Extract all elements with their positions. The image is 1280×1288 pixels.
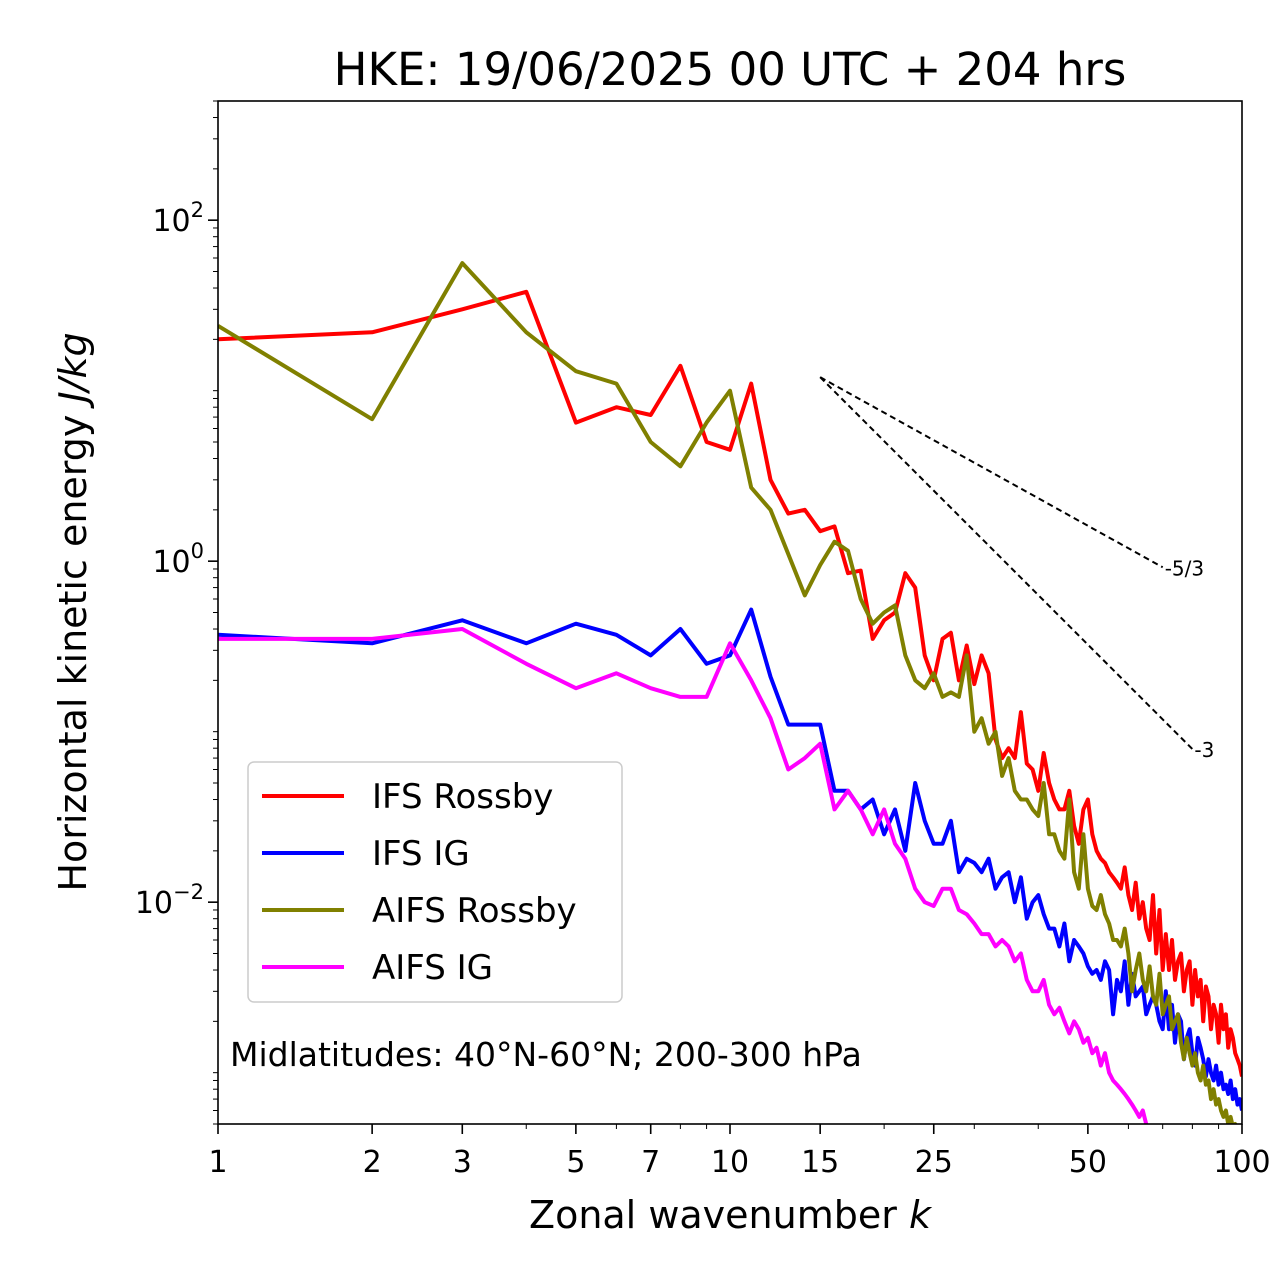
y-tick-label: 102 — [152, 198, 204, 239]
y-tick-base: 10 — [152, 545, 190, 580]
x-tick-label: 50 — [1069, 1145, 1107, 1180]
y-axis-label: Horizontal kinetic energy J/kg — [51, 332, 95, 891]
x-tick-label: 100 — [1213, 1145, 1270, 1180]
x-tick-label: 5 — [566, 1145, 585, 1180]
legend-label: IFS Rossby — [372, 777, 553, 817]
slope-reference-label: -5/3 — [1165, 556, 1204, 580]
series-layer — [218, 261, 1242, 1124]
x-tick-label: 3 — [453, 1145, 472, 1180]
series-line-aifs-ig — [218, 627, 1149, 1124]
legend-label: AIFS IG — [372, 948, 493, 988]
x-tick-label: 10 — [711, 1145, 749, 1180]
legend-label: IFS IG — [372, 834, 470, 874]
x-axis-label-var: k — [909, 1193, 933, 1237]
slope-reference-line — [819, 376, 1194, 750]
x-axis-label: Zonal wavenumber k — [529, 1193, 933, 1237]
plot-frame — [217, 100, 1243, 1125]
y-tick-label: 10−2 — [135, 880, 204, 921]
series-line-aifs-rossby — [218, 261, 1238, 1124]
chart-title: HKE: 19/06/2025 00 UTC + 204 hrs — [334, 43, 1127, 96]
legend-box — [247, 761, 623, 1003]
y-tick-exponent: 0 — [191, 539, 204, 563]
x-tick-label: 25 — [915, 1145, 953, 1180]
y-tick-base: 10 — [152, 204, 190, 239]
y-tick-exponent: −2 — [173, 880, 204, 904]
y-axis-label-main: Horizontal kinetic energy — [51, 403, 95, 892]
x-tick-label: 1 — [208, 1145, 227, 1180]
y-tick-base: 10 — [135, 886, 173, 921]
y-tick-exponent: 2 — [191, 198, 204, 222]
y-axis-label-unit: J/kg — [51, 332, 95, 409]
slope-reference-line — [819, 376, 1164, 569]
axis-ticks — [208, 100, 1243, 1134]
x-tick-labels: 1 2 3 5 7 10 15 25 50 100 — [208, 1145, 1270, 1180]
slope-reference-lines: -5/3 -3 — [819, 376, 1214, 762]
x-tick-label: 7 — [641, 1145, 660, 1180]
legend: IFS Rossby IFS IG AIFS Rossby AIFS IG — [247, 761, 623, 1003]
region-annotation: Midlatitudes: 40°N-60°N; 200-300 hPa — [230, 1035, 862, 1074]
y-tick-label: 100 — [152, 539, 204, 580]
x-axis-label-main: Zonal wavenumber — [529, 1193, 909, 1237]
x-tick-label: 15 — [801, 1145, 839, 1180]
x-tick-label: 2 — [363, 1145, 382, 1180]
legend-label: AIFS Rossby — [372, 891, 577, 931]
slope-reference-label: -3 — [1194, 738, 1214, 762]
